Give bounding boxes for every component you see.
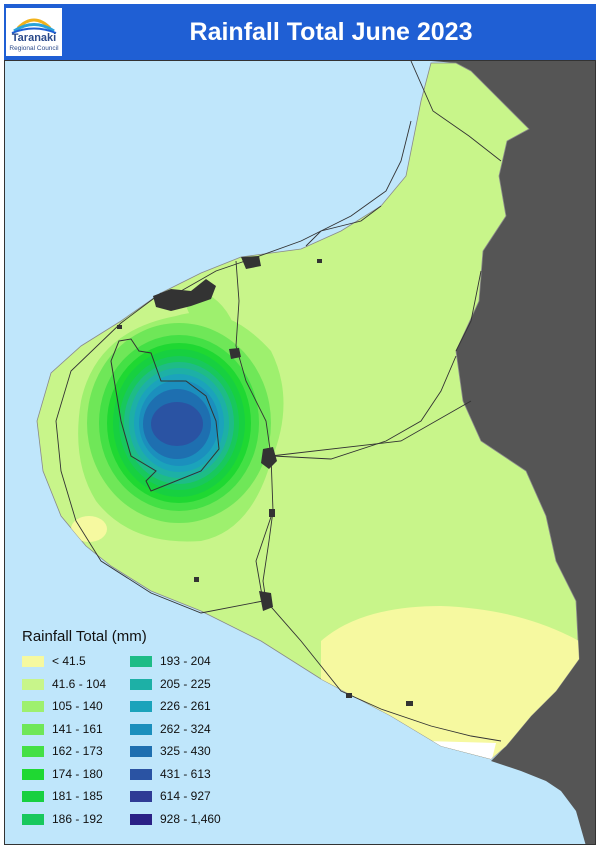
town-waverley	[406, 701, 413, 706]
town-waitara	[241, 256, 261, 269]
towns	[117, 256, 413, 706]
zone-lt-41-west	[71, 516, 107, 542]
logo-name: Taranaki	[11, 32, 57, 44]
legend-swatch	[130, 813, 152, 825]
zone-431-613	[151, 402, 203, 446]
legend-label: 105 - 140	[52, 699, 103, 713]
legend-swatch	[130, 656, 152, 667]
title-bar	[4, 4, 596, 60]
legend-swatch	[22, 656, 44, 667]
legend: Rainfall Total (mm) < 41.5 41.6 - 104 105 …	[22, 628, 252, 838]
page-title: Rainfall Total June 2023	[189, 18, 473, 46]
legend-label: 928 - 1,460	[160, 811, 221, 826]
legend-swatch	[130, 723, 152, 735]
legend-swatch	[22, 813, 44, 825]
map-canvas[interactable]	[4, 60, 596, 845]
legend-swatch	[22, 791, 44, 802]
town-patea	[346, 693, 352, 698]
legend-label: 431 - 613	[160, 766, 211, 781]
logo-wave-icon	[11, 18, 57, 34]
legend-swatch	[22, 746, 44, 757]
legend-label: < 41.5	[52, 654, 86, 668]
legend-swatch	[22, 768, 44, 780]
legend-swatch	[22, 723, 44, 735]
town-stratford	[261, 447, 277, 469]
outside-region-land	[431, 61, 595, 844]
legend-swatch	[130, 701, 152, 712]
legend-swatch	[130, 791, 152, 802]
legend-label: 262 - 324	[160, 721, 211, 736]
council-logo: Taranaki Regional Council	[6, 8, 62, 56]
legend-label: 325 - 430	[160, 744, 211, 758]
legend-label: 226 - 261	[160, 699, 211, 713]
town-hawera	[259, 591, 273, 611]
logo-subtitle: Regional Council	[9, 45, 59, 52]
legend-label: 614 - 927	[160, 789, 211, 803]
legend-swatch	[22, 678, 44, 690]
legend-swatch	[130, 768, 152, 780]
legend-label: 205 - 225	[160, 676, 211, 691]
legend-label: 186 - 192	[52, 811, 103, 826]
legend-label: 174 - 180	[52, 766, 103, 781]
town-manaia	[194, 577, 199, 582]
town-inglewood	[229, 348, 241, 359]
legend-label: 41.6 - 104	[52, 676, 107, 691]
legend-label: 141 - 161	[52, 721, 103, 736]
rainfall-map	[5, 61, 595, 844]
town-new-plymouth	[153, 279, 216, 311]
town-urenui	[317, 259, 322, 263]
town-oakura	[117, 325, 122, 329]
legend-swatch	[22, 701, 44, 712]
legend-label: 193 - 204	[160, 654, 211, 668]
legend-label: 181 - 185	[52, 789, 103, 803]
legend-title: Rainfall Total (mm)	[22, 628, 147, 645]
roads	[55, 61, 502, 742]
legend-swatch	[130, 746, 152, 757]
park-boundary	[110, 338, 220, 492]
town-eltham	[269, 509, 275, 517]
legend-swatch	[130, 678, 152, 690]
legend-label: 162 - 173	[52, 744, 103, 758]
